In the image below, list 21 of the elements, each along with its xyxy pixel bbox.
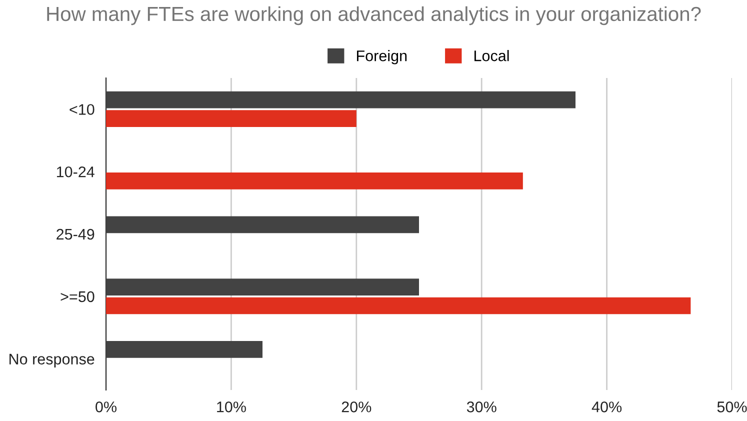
chart-title: How many FTEs are working on advanced analytics in your organization? [47, 6, 701, 26]
y-tick-label: <10 [70, 104, 94, 115]
bar [106, 91, 576, 108]
y-tick-label: 25-49 [56, 228, 94, 240]
bar [106, 278, 419, 296]
x-tick-label: 10% [217, 402, 246, 412]
x-tick-label: 40% [592, 402, 622, 412]
x-tick-label: 30% [466, 402, 496, 412]
x-tick-label: 50% [717, 402, 747, 412]
bar [106, 172, 523, 190]
bar [106, 216, 419, 234]
legend-label: Local [474, 50, 509, 62]
legend-label: Foreign [356, 50, 407, 64]
y-tick-label: No response [10, 354, 94, 368]
y-tick-label: 10-24 [56, 166, 94, 178]
x-tick-label: 20% [342, 402, 372, 412]
bar [106, 110, 356, 127]
x-tick-label: 0% [96, 402, 116, 412]
bar [106, 341, 262, 358]
y-tick-label: >=50 [60, 291, 94, 302]
bar [106, 297, 691, 314]
